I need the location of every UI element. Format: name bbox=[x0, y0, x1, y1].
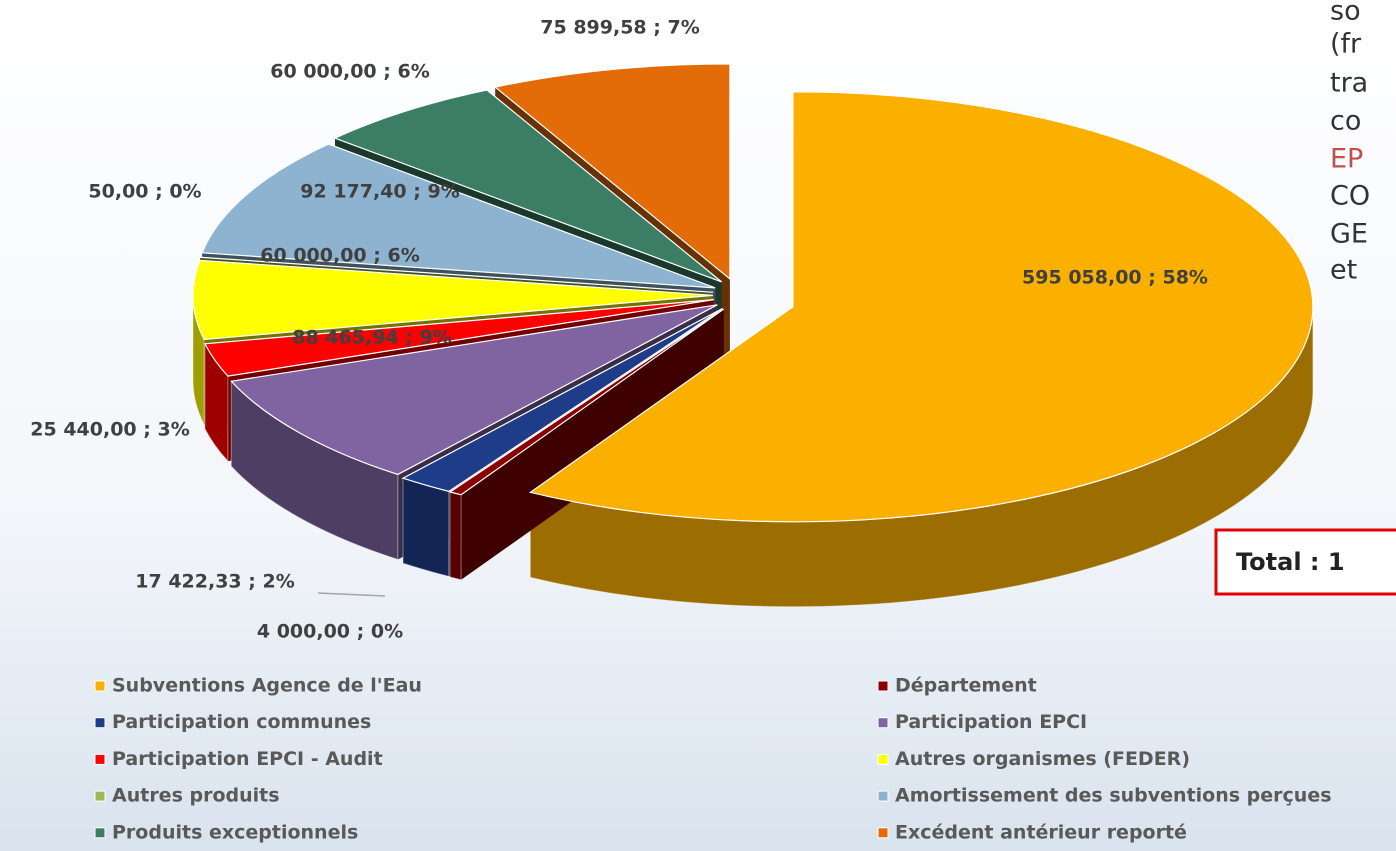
slice bbox=[401, 308, 723, 493]
legend-label: Amortissement des subventions perçues bbox=[895, 785, 1332, 807]
side-text-line: et bbox=[1330, 255, 1357, 286]
data-label: 4 000,00 ; 0% bbox=[257, 621, 403, 643]
legend-swatch bbox=[94, 680, 106, 692]
legend-swatch bbox=[94, 717, 106, 729]
data-label: 50,00 ; 0% bbox=[88, 181, 201, 203]
legend-label: Excédent antérieur reporté bbox=[895, 821, 1187, 843]
side-text-line: so bbox=[1330, 0, 1361, 27]
legend-swatch bbox=[94, 753, 106, 765]
slice bbox=[199, 256, 714, 293]
pie bbox=[192, 63, 1314, 608]
legend-swatch bbox=[94, 790, 106, 802]
side-text-line: co bbox=[1330, 106, 1361, 137]
legend: Subventions Agence de l'Eau Département Pa… bbox=[94, 675, 1332, 843]
labels: 595 058,00 ; 58% 4 000,00 ; 0% 17 422,33 ;… bbox=[30, 17, 1208, 643]
slice bbox=[201, 143, 716, 289]
legend-swatch bbox=[94, 827, 106, 839]
slice bbox=[333, 89, 723, 283]
slice bbox=[448, 308, 725, 496]
data-label: 60 000,00 ; 6% bbox=[270, 61, 429, 83]
slice bbox=[493, 63, 731, 281]
side-text-line: GE bbox=[1330, 219, 1368, 250]
slice-side bbox=[449, 491, 462, 581]
slice bbox=[204, 299, 714, 377]
side-text-line: tra bbox=[1330, 68, 1368, 99]
slice bbox=[230, 304, 718, 476]
total-label: Total : 1 bbox=[1236, 548, 1345, 576]
legend-label: Participation EPCI - Audit bbox=[112, 748, 383, 770]
legend-label: Participation EPCI bbox=[895, 711, 1087, 733]
slice-cut-face bbox=[450, 309, 724, 577]
data-label: 60 000,00 ; 6% bbox=[260, 245, 419, 267]
legend-label: Autres organismes (FEDER) bbox=[895, 748, 1190, 770]
legend-label: Autres produits bbox=[112, 785, 280, 807]
slice bbox=[528, 91, 1314, 523]
legend-label: Produits exceptionnels bbox=[112, 821, 358, 843]
legend-swatch bbox=[877, 680, 889, 692]
legend-swatch bbox=[877, 827, 889, 839]
legend-label: Participation communes bbox=[112, 711, 371, 733]
side-text-line: EP bbox=[1330, 144, 1363, 175]
total-box bbox=[1214, 528, 1396, 596]
data-label: 75 899,58 ; 7% bbox=[540, 17, 699, 39]
legend-label: Département bbox=[895, 675, 1037, 697]
leader-line bbox=[317, 592, 386, 597]
data-label: 25 440,00 ; 3% bbox=[30, 419, 189, 441]
side-text: so(fr tra co EP CO GE et bbox=[1330, 0, 1370, 286]
side-text-line: (fr bbox=[1330, 29, 1362, 60]
data-label: 17 422,33 ; 2% bbox=[135, 571, 294, 593]
data-label: 88 465,94 ; 9% bbox=[292, 327, 451, 349]
data-label: 92 177,40 ; 9% bbox=[300, 181, 459, 203]
slice bbox=[192, 259, 714, 341]
side-text-line: CO bbox=[1330, 181, 1370, 212]
legend-label: Subventions Agence de l'Eau bbox=[112, 675, 422, 697]
slice-side bbox=[402, 477, 450, 578]
legend-swatch bbox=[877, 753, 889, 765]
legend-swatch bbox=[877, 790, 889, 802]
legend-swatch bbox=[877, 717, 889, 729]
data-label: 595 058,00 ; 58% bbox=[1022, 267, 1208, 289]
